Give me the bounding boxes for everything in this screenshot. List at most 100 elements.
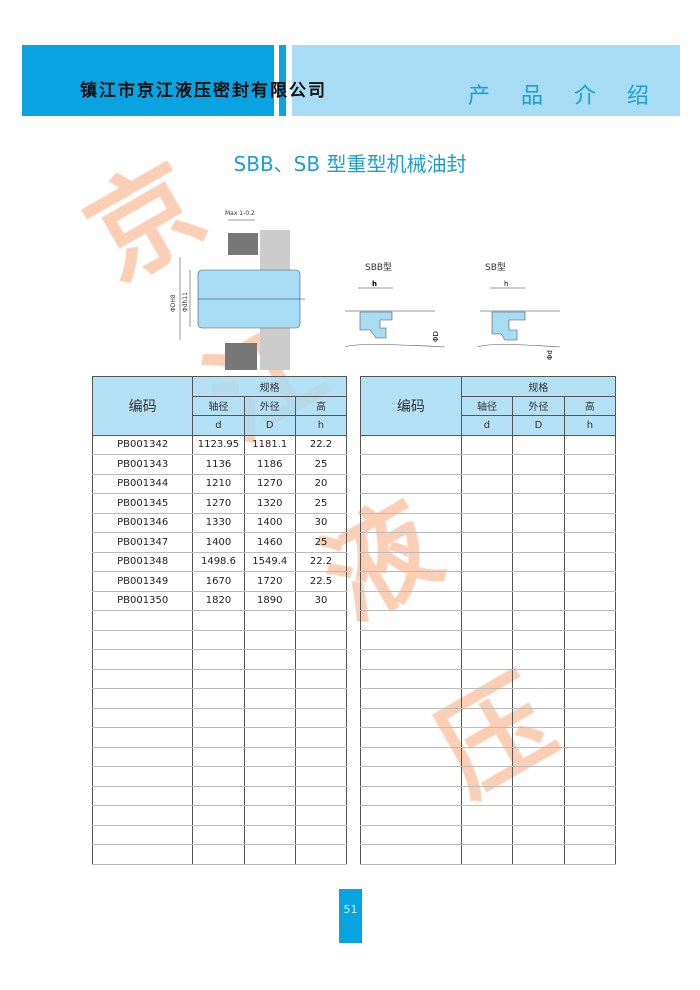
- column-name: 高: [294, 395, 348, 416]
- table-row: [360, 785, 617, 806]
- table-row: [360, 727, 617, 748]
- table-cell: [360, 649, 462, 670]
- table-cell: [294, 746, 348, 767]
- section-title: 产 品 介 绍: [468, 84, 661, 109]
- table-cell: [243, 746, 296, 767]
- table-cell: [294, 668, 348, 689]
- dim-DH8: ΦDH8: [170, 294, 177, 312]
- table-cell: [512, 590, 565, 611]
- table-cell: [460, 746, 514, 767]
- table-cell: [360, 454, 462, 475]
- table-cell: [294, 824, 348, 845]
- table-cell: 1186: [243, 454, 296, 475]
- h-label: h: [372, 280, 377, 288]
- table-cell: [91, 688, 194, 709]
- table-row: PB001342 1123.95 1181.1 22.2: [91, 434, 348, 455]
- seal-diagram: Max 1-0.2 ΦDH8 Φdh11 SBB型 h ΦD SB型 h Φd: [170, 210, 561, 370]
- table-cell: [460, 532, 514, 553]
- table-cell: [512, 844, 565, 865]
- dim-dh11: Φdh11: [182, 292, 189, 312]
- table-cell: [360, 473, 462, 494]
- table-row: PB001347 1400 1460 25: [91, 532, 348, 553]
- table-cell: [563, 824, 617, 845]
- table-cell: [512, 629, 565, 650]
- h-label: h: [504, 280, 508, 288]
- table-row: PB001349 1670 1720 22.5: [91, 571, 348, 592]
- table-cell: 1890: [243, 590, 296, 611]
- table-cell: 1320: [243, 493, 296, 514]
- table-cell: 1549.4: [243, 551, 296, 572]
- table-cell: [512, 571, 565, 592]
- table-row: [360, 610, 617, 631]
- table-cell: [360, 805, 462, 826]
- table-cell: [360, 434, 462, 455]
- table-cell: [360, 707, 462, 728]
- table-cell: [512, 688, 565, 709]
- table-cell: [91, 707, 194, 728]
- table-cell: 1460: [243, 532, 296, 553]
- table-row: [360, 473, 617, 494]
- table-cell: [192, 785, 245, 806]
- table-cell: [294, 649, 348, 670]
- table-cell: 1720: [243, 571, 296, 592]
- table-cell: 1670: [192, 571, 245, 592]
- table-row: [360, 434, 617, 455]
- table-cell: [460, 707, 514, 728]
- table-cell: [192, 766, 245, 787]
- table-cell: [563, 532, 617, 553]
- table-cell: [460, 610, 514, 631]
- table-row: PB001346 1330 1400 30: [91, 512, 348, 533]
- table-cell: [243, 668, 296, 689]
- column-name: 外径: [243, 395, 296, 416]
- table-row: [360, 512, 617, 533]
- code-header: 编码: [91, 376, 194, 436]
- table-cell: [91, 727, 194, 748]
- table-row: [360, 551, 617, 572]
- table-cell: [91, 629, 194, 650]
- table-cell: [460, 454, 514, 475]
- column-symbol: D: [512, 415, 565, 436]
- table-row: [91, 824, 348, 845]
- table-cell: 25: [294, 532, 348, 553]
- table-cell: PB001343: [91, 454, 194, 475]
- table-cell: [294, 805, 348, 826]
- spec-header: 规格: [192, 376, 347, 397]
- table-cell: [360, 688, 462, 709]
- table-cell: [460, 688, 514, 709]
- table-cell: [360, 551, 462, 572]
- table-cell: [294, 688, 348, 709]
- table-row: [91, 610, 348, 631]
- table-cell: [294, 629, 348, 650]
- table-cell: [360, 746, 462, 767]
- table-row: [360, 454, 617, 475]
- table-row: [360, 688, 617, 709]
- table-cell: [563, 493, 617, 514]
- table-cell: [460, 571, 514, 592]
- table-cell: [360, 571, 462, 592]
- table-cell: 30: [294, 512, 348, 533]
- header-band-light: [292, 45, 680, 116]
- table-cell: [192, 844, 245, 865]
- table-cell: [243, 629, 296, 650]
- table-cell: [91, 805, 194, 826]
- table-cell: [91, 824, 194, 845]
- table-cell: [512, 610, 565, 631]
- table-cell: [460, 512, 514, 533]
- table-row: [91, 727, 348, 748]
- table-cell: 30: [294, 590, 348, 611]
- table-cell: [563, 571, 617, 592]
- table-row: [360, 493, 617, 514]
- table-cell: 1270: [243, 473, 296, 494]
- table-row: [360, 805, 617, 826]
- table-row: [91, 707, 348, 728]
- table-cell: [512, 473, 565, 494]
- table-cell: [360, 590, 462, 611]
- table-cell: [360, 532, 462, 553]
- table-cell: [91, 668, 194, 689]
- table-cell: [512, 434, 565, 455]
- column-symbol: d: [460, 415, 514, 436]
- sbb-label: SBB型: [365, 262, 392, 273]
- table-cell: [460, 473, 514, 494]
- spec-header: 规格: [460, 376, 617, 397]
